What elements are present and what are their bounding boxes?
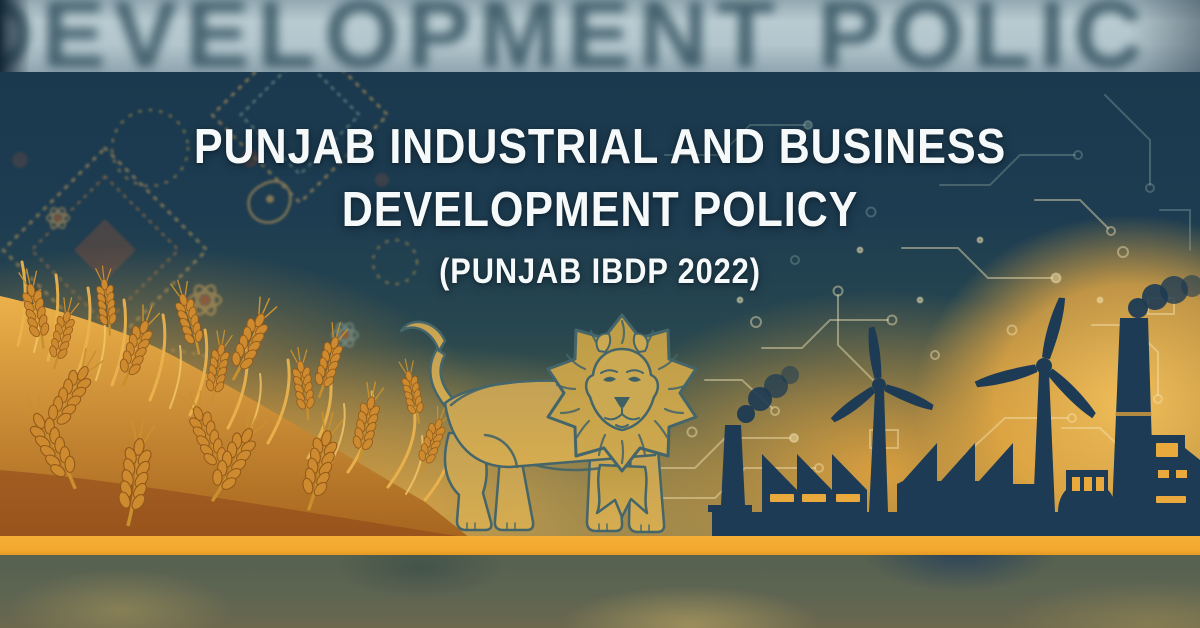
wheat-field-icon	[0, 260, 470, 538]
wind-turbine-icon	[829, 326, 936, 512]
title-line-2: DEVELOPMENT POLICY	[341, 183, 859, 237]
top-strip: DEVELOPMENT POLIC	[0, 0, 1200, 72]
chimney-smoke-icon	[1128, 275, 1200, 318]
factory-skyline-icon	[708, 275, 1200, 538]
smokestack	[708, 425, 752, 512]
title-line-1: PUNJAB INDUSTRIAL AND BUSINESS	[193, 120, 1007, 174]
lion-icon	[399, 313, 698, 534]
sawtooth-factory-right	[897, 443, 1053, 512]
skyline-base	[712, 512, 1200, 538]
title-block: PUNJAB INDUSTRIAL AND BUSINESS DEVELOPME…	[0, 116, 1200, 292]
accent-bar	[0, 536, 1200, 555]
subtitle: (PUNJAB IBDP 2022)	[439, 252, 761, 291]
chimney-smoke-icon	[737, 366, 799, 423]
sawtooth-factory-left	[762, 454, 867, 512]
bottom-band	[0, 555, 1200, 628]
wind-turbine-icon	[974, 295, 1100, 512]
top-strip-shade	[0, 0, 1200, 72]
